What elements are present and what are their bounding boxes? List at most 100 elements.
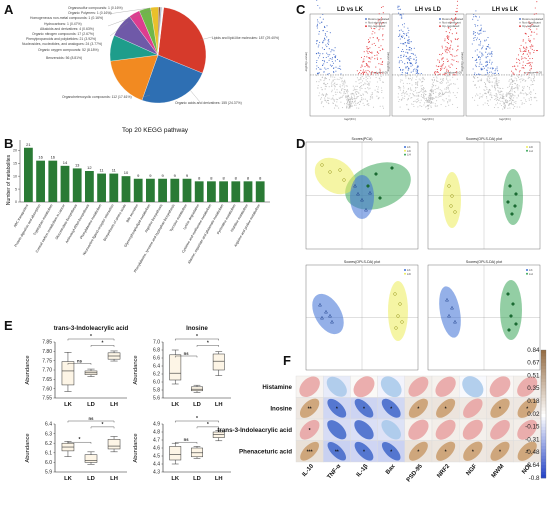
volcano-point [521, 56, 523, 58]
boxplot-title: Inosine [186, 325, 208, 332]
volcano-point [409, 41, 411, 43]
volcano-point [481, 96, 483, 98]
volcano-point [375, 66, 377, 68]
volcano-point [518, 85, 520, 87]
volcano-point [318, 95, 320, 97]
volcano-point [447, 71, 449, 73]
volcano-point [446, 58, 448, 60]
volcano-point [529, 63, 532, 65]
scores-legend-dot [526, 272, 528, 275]
corr-scale-segment [541, 398, 546, 402]
volcano-point [362, 93, 364, 95]
volcano-point [525, 46, 527, 48]
volcano-point [475, 15, 477, 17]
volcano-point [348, 99, 350, 101]
volcano-point [323, 60, 325, 62]
volcano-point [475, 66, 477, 68]
pie-label: Phenylpropanoids and polyketides: 21 (3.… [26, 37, 96, 41]
volcano-point [412, 103, 414, 105]
volcano-point [360, 69, 362, 71]
volcano-point [381, 90, 383, 92]
volcano-point [323, 39, 325, 41]
volcano-point [529, 22, 531, 25]
volcano-point [484, 93, 486, 95]
volcano-point [406, 83, 408, 85]
volcano-point [444, 88, 446, 90]
kegg-bar [24, 147, 33, 202]
volcano-point [407, 42, 409, 44]
volcano-point [346, 91, 348, 93]
volcano-point [480, 24, 482, 26]
volcano-point [504, 104, 506, 107]
significance-bracket [67, 338, 115, 341]
volcano-point [376, 58, 379, 60]
volcano-point [479, 61, 481, 63]
volcano-point [447, 38, 450, 41]
volcano-point [356, 77, 358, 79]
volcano-point [367, 48, 369, 50]
kegg-bar [146, 178, 155, 202]
volcano-point [403, 42, 405, 45]
volcano-point [450, 63, 452, 65]
volcano-point [416, 86, 418, 89]
volcano-point [529, 41, 531, 43]
volcano-point [433, 85, 435, 87]
volcano-threshold-label: p-value=0.05 [525, 70, 543, 74]
volcano-point [512, 103, 514, 106]
volcano-point [398, 87, 400, 89]
volcano-point [333, 50, 335, 52]
volcano-point [406, 104, 408, 106]
volcano-point [316, 53, 318, 55]
volcano-point [430, 101, 433, 103]
volcano-point [439, 89, 441, 91]
volcano-point [527, 55, 530, 57]
volcano-point [442, 52, 444, 54]
volcano-point [535, 13, 537, 15]
volcano-point [349, 97, 351, 99]
volcano-point [335, 105, 337, 107]
volcano-point [455, 97, 457, 99]
volcano-point [366, 100, 368, 102]
volcano-point [402, 91, 404, 93]
volcano-point [358, 73, 360, 75]
volcano-point [324, 97, 326, 99]
volcano-point [485, 61, 487, 63]
scores-legend-label: LH [407, 153, 411, 157]
kegg-ylabel: Number of metabolites [6, 154, 12, 205]
volcano-legend-label: Down-regulated [442, 17, 464, 21]
volcano-point [452, 92, 454, 94]
volcano-point [317, 66, 319, 69]
volcano-point [420, 93, 423, 96]
volcano-point [376, 91, 378, 93]
volcano-point [346, 89, 348, 92]
volcano-point [338, 79, 340, 81]
volcano-point [318, 81, 320, 83]
volcano-point [356, 93, 358, 96]
volcano-point [502, 97, 504, 99]
volcano-point [327, 68, 329, 70]
volcano-point [361, 64, 363, 66]
volcano-point [382, 72, 384, 74]
corr-scale-segment [541, 465, 546, 469]
volcano-point [379, 27, 381, 29]
volcano-point [333, 107, 336, 109]
volcano-point [521, 67, 523, 69]
corr-col-label: IL-10 [302, 463, 316, 478]
pie-leader [189, 89, 201, 103]
volcano-point [411, 96, 413, 99]
volcano-point [320, 102, 322, 104]
volcano-point [454, 38, 456, 40]
volcano-point [403, 87, 405, 89]
volcano-point [324, 67, 326, 69]
corr-ellipse [327, 398, 347, 418]
volcano-point [498, 87, 500, 89]
volcano-point [441, 93, 444, 95]
volcano-point [519, 106, 521, 108]
volcano-point [331, 60, 333, 63]
volcano-point [344, 81, 346, 83]
corr-scale-segment [541, 458, 546, 463]
scores-legend-label: LK [529, 268, 533, 272]
volcano-point [509, 90, 511, 92]
volcano-point [500, 100, 502, 102]
volcano-point [369, 81, 371, 83]
